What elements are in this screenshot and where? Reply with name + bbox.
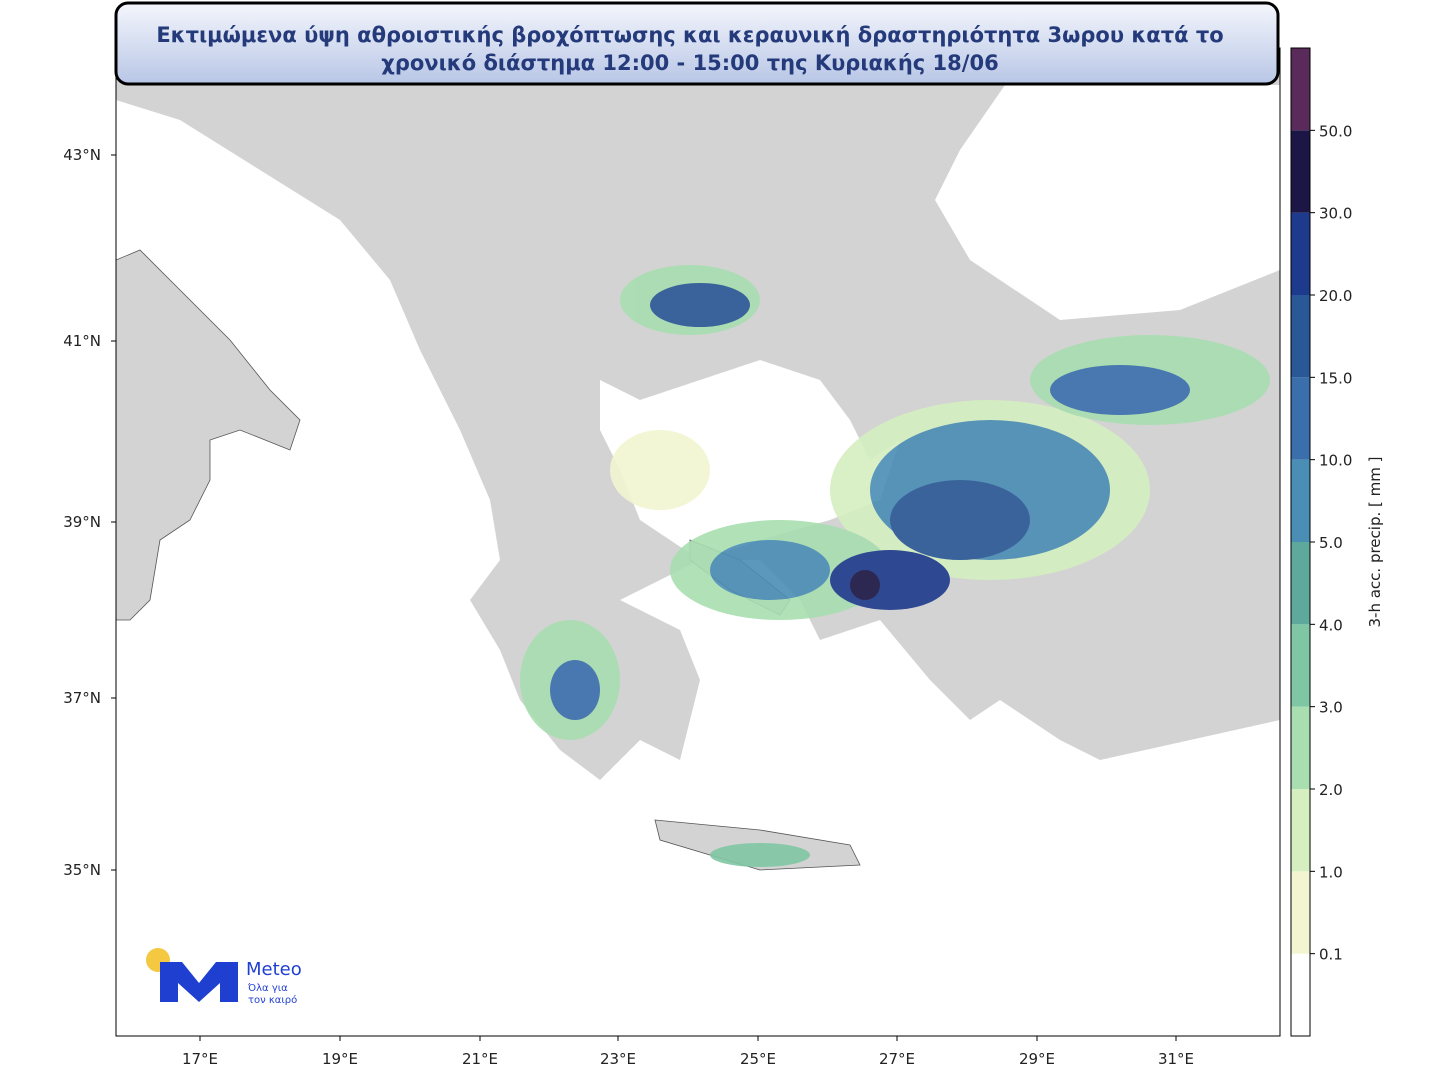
colorbar-segment [1291,130,1310,213]
logo-tagline: Όλα για [247,982,288,994]
x-tick-label: 17°E [182,1050,218,1068]
colorbar-segment [1291,48,1310,131]
logo: Meteo Όλα για τον καιρό [146,948,302,1006]
y-tick-label: 43°N [63,146,101,164]
x-tick-label: 23°E [600,1050,636,1068]
colorbar-label: 15.0 [1319,369,1352,387]
colorbar-label: 0.1 [1319,946,1343,964]
x-tick-label: 29°E [1019,1050,1055,1068]
colorbar-segment [1291,789,1310,872]
colorbar-segment [1291,295,1310,378]
colorbar-segment [1291,542,1310,625]
colorbar-label: 10.0 [1319,452,1352,470]
colorbar-segment [1291,706,1310,789]
x-tick-label: 31°E [1158,1050,1194,1068]
colorbar-segment [1291,212,1310,295]
precipitation [520,265,1270,867]
black-sea [935,85,1280,320]
title-box [114,1,1280,86]
colorbar-label: 5.0 [1319,534,1343,552]
y-tick-label: 41°N [63,332,101,350]
colorbar-segment [1291,377,1310,460]
title-line: χρονικό διάστημα 12:00 - 15:00 της Κυρια… [381,51,998,75]
colorbar-label: 50.0 [1319,122,1352,140]
y-tick-label: 35°N [63,861,101,879]
y-tick-label: 39°N [63,513,101,531]
colorbar-label: 20.0 [1319,287,1352,305]
y-tick-label: 37°N [63,689,101,707]
logo-tagline: τον καιρό [248,994,297,1006]
colorbar-segment [1291,953,1310,1036]
x-tick-label: 19°E [322,1050,358,1068]
x-tick-label: 25°E [740,1050,776,1068]
colorbar-segment [1291,624,1310,707]
colorbar-segment [1291,459,1310,542]
logo-mark [160,962,238,1002]
colorbar-label: 4.0 [1319,616,1343,634]
colorbar-segment [1291,871,1310,954]
title-line: Εκτιμώμενα ύψη αθροιστικής βροχόπτωσης κ… [156,23,1223,47]
colorbar-label: 3.0 [1319,699,1343,717]
colorbar-label: 2.0 [1319,781,1343,799]
colorbar-label: 1.0 [1319,863,1343,881]
aegean [600,360,900,560]
italy [116,249,301,621]
x-tick-label: 21°E [462,1050,498,1068]
map [116,48,1280,1036]
colorbar-label: 30.0 [1319,205,1352,223]
x-tick-label: 27°E [879,1050,915,1068]
colorbar-title: 3-h acc. precip. [ mm ] [1366,457,1384,628]
logo-name: Meteo [246,959,302,980]
